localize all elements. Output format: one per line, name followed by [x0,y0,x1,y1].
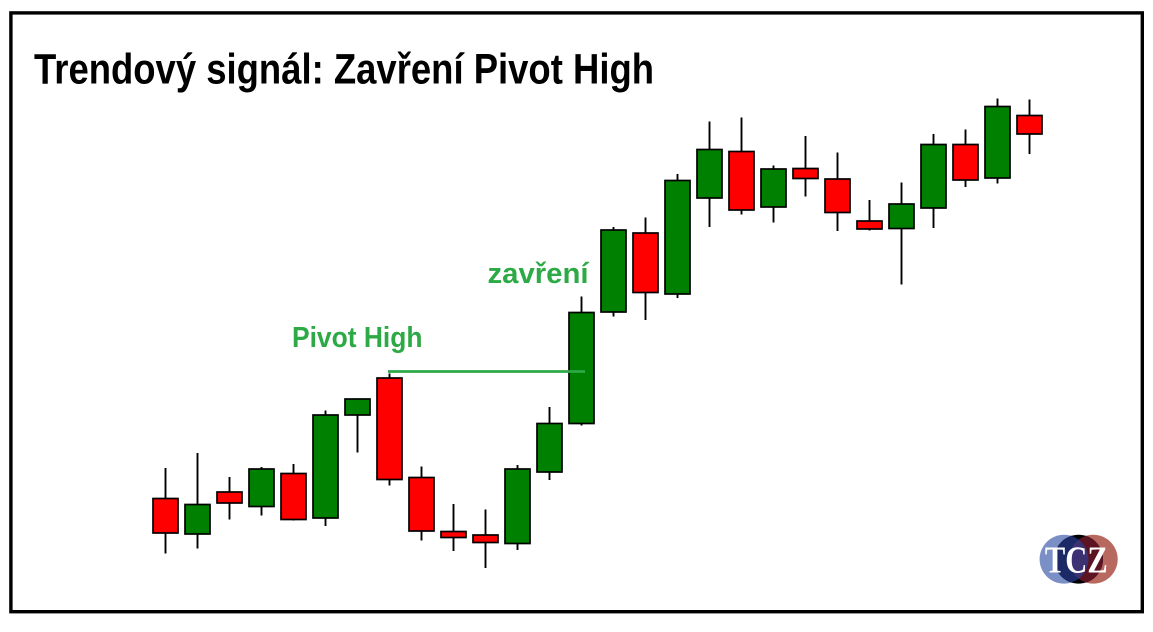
svg-text:Pivot High: Pivot High [292,322,423,354]
svg-text:Trendový signál: Zavření Pivot: Trendový signál: Zavření Pivot High [34,46,654,93]
svg-text:zavření: zavření [488,258,590,290]
svg-text:TCZ: TCZ [1045,539,1108,581]
